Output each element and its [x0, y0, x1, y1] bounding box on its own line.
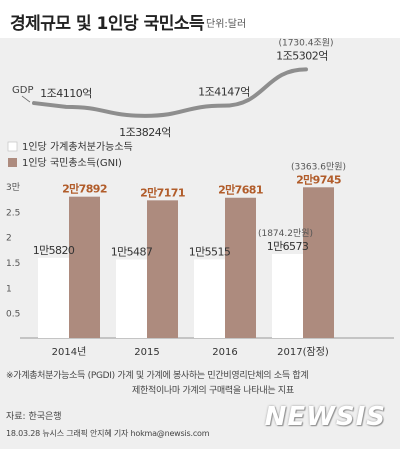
gdp-data-label: 1조5302억 [276, 49, 328, 62]
bar-gni [147, 200, 178, 338]
bar-pgdi-value-label: 1만6573 [267, 240, 309, 253]
newsis-logo: NEWSIS [264, 402, 386, 432]
gdp-data-label: 1조3824억 [119, 126, 171, 139]
bar-gni-value-label: 2만7892 [62, 182, 107, 196]
unit-label: 단위:달러 [206, 19, 247, 30]
bar-pgdi [116, 259, 147, 338]
chart-canvas: GDP 1조4110억 1조3824억 1조4147억 1조5302억(1730.4조원… [6, 38, 394, 358]
chart-title: 경제규모 및 1인당 국민소득 [10, 14, 205, 34]
legend-swatch-pgdi [7, 141, 18, 152]
credit-text: 18.03.28 뉴시스 그래픽 안지혜 기자 hokma@newsis.com [6, 429, 210, 438]
y-tick-label: 1.5 [6, 259, 20, 269]
bar-gni [303, 187, 334, 338]
bar-pgdi-value-label: 1만5515 [189, 245, 231, 258]
bar-pgdi-value-label: 1만5820 [33, 244, 75, 257]
y-tick-label: 3만 [6, 182, 20, 193]
x-tick-label: 2015 [134, 347, 159, 358]
x-tick-label: 2014년 [52, 346, 87, 358]
gdp-line [32, 67, 308, 118]
legend-label-gni: 1인당 국민총소득(GNI) [22, 157, 122, 169]
bar-gni-value-label: 2만7681 [218, 183, 263, 197]
footnote: ※가계총처분가능소득 (PGDI) 가계 및 가계에 봉사하는 민간비영리단체의… [6, 369, 396, 399]
gni-annotation: (3363.6만원) [291, 161, 346, 172]
y-tick-label: 1 [6, 284, 12, 294]
source-text: 자료: 한국은행 [6, 412, 62, 422]
gdp-data-label: 1조4147억 [198, 86, 250, 99]
bar-pgdi-value-label: 1만5487 [111, 246, 153, 259]
bar-pgdi [194, 259, 225, 338]
x-tick-label: 2016 [212, 347, 237, 358]
bar-gni [225, 197, 256, 338]
legend-swatch-gni [8, 158, 17, 167]
gdp-annotation: (1730.4조원) [278, 38, 333, 48]
pgdi-annotation: (1874.2만원) [258, 228, 313, 239]
x-tick-label: 2017(잠정) [277, 346, 329, 358]
gdp-series-label: GDP [12, 85, 33, 96]
gdp-label-leader [21, 95, 31, 103]
bar-pgdi [38, 257, 69, 338]
y-tick-label: 0.5 [6, 310, 20, 320]
gdp-data-label: 1조4110억 [40, 87, 92, 100]
bar-gni [69, 196, 100, 338]
legend-label-pgdi: 1인당 가계총처분가능소득 [22, 141, 133, 153]
y-tick-label: 2 [6, 234, 12, 244]
title-bar: 경제규모 및 1인당 국민소득 단위:달러 [0, 0, 400, 38]
bar-gni-value-label: 2만9745 [296, 172, 341, 186]
y-tick-label: 2.5 [6, 208, 20, 218]
bar-pgdi [272, 254, 303, 338]
bar-gni-value-label: 2만7171 [140, 185, 185, 199]
footnote-line-2: 제한적이나마 가계의 구매력을 나타내는 지표 [132, 386, 294, 396]
footnote-line-1: ※가계총처분가능소득 (PGDI) 가계 및 가계에 봉사하는 민간비영리단체의… [6, 371, 309, 381]
